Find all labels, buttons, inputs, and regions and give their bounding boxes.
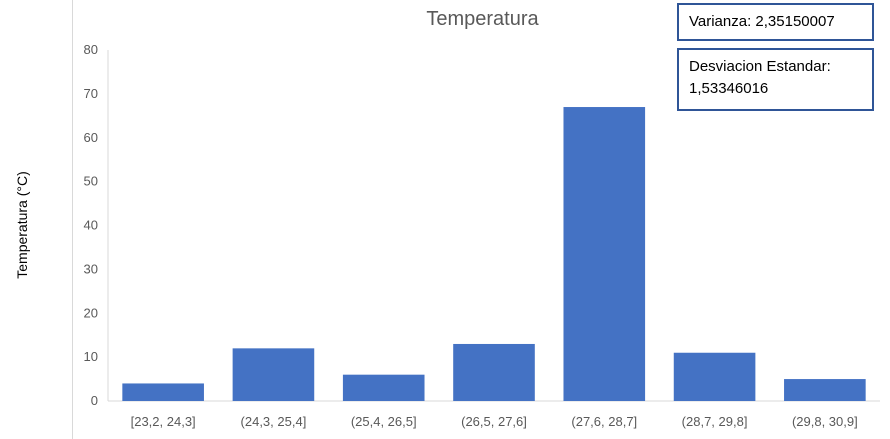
y-tick-label: 10	[84, 349, 98, 364]
desviacion-label: Desviacion Estandar:	[689, 58, 831, 75]
bars	[122, 107, 866, 401]
x-tick-label: (25,4, 26,5]	[351, 414, 417, 429]
bar	[673, 352, 756, 401]
chart-title: Temperatura	[426, 8, 539, 30]
desviacion-box: Desviacion Estandar: 1,53346016	[677, 48, 874, 111]
x-tick-label: (28,7, 29,8]	[682, 414, 748, 429]
y-tick-label: 60	[84, 130, 98, 145]
y-tick-label: 50	[84, 174, 98, 189]
bar	[563, 107, 646, 401]
bar	[232, 348, 315, 401]
chart-left-border	[72, 0, 73, 439]
y-tick-label: 40	[84, 218, 98, 233]
x-tick-label: (24,3, 25,4]	[241, 414, 307, 429]
bar	[342, 374, 425, 401]
desviacion-value: 1,53346016	[689, 80, 769, 97]
y-axis-ticks: 0 10 20 30 40 50 60 70 80	[84, 42, 98, 408]
y-tick-label: 80	[84, 42, 98, 57]
y-tick-label: 20	[84, 305, 98, 320]
x-tick-label: (26,5, 27,6]	[461, 414, 527, 429]
bar	[453, 343, 535, 401]
y-tick-label: 30	[84, 261, 98, 276]
bar	[122, 383, 204, 401]
varianza-text: Varianza: 2,35150007	[689, 13, 835, 30]
x-axis-ticks: [23,2, 24,3] (24,3, 25,4] (25,4, 26,5] (26,…	[131, 414, 858, 429]
bar	[784, 379, 866, 401]
y-tick-label: 0	[91, 393, 98, 408]
x-tick-label: (27,6, 28,7]	[571, 414, 637, 429]
y-tick-label: 70	[84, 86, 98, 101]
x-tick-label: (29,8, 30,9]	[792, 414, 858, 429]
varianza-box: Varianza: 2,35150007	[677, 3, 874, 41]
x-tick-label: [23,2, 24,3]	[131, 414, 196, 429]
